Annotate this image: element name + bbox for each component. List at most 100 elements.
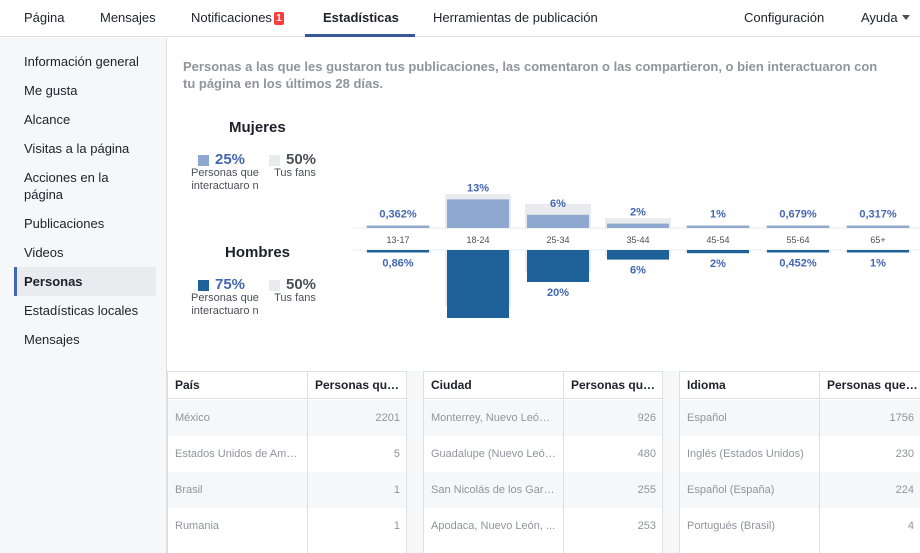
women-engaged-pct: 25% [215,151,246,168]
tab-notificaciones[interactable]: Notificaciones 1 [191,0,284,37]
table-row: Guadalupe (Nuevo León... 480 [424,436,662,472]
column-divider [563,544,564,553]
table-cell-value: 1 [307,472,400,508]
women-title: Mujeres [229,119,286,136]
tab-label: Herramientas de publicación [433,10,598,25]
tick-label: 13-17 [386,235,409,245]
table-cell-value: 1 [307,508,400,544]
city-table-header: Ciudad Personas que i... [424,372,662,399]
data-label-women: 0,362% [379,209,417,221]
bar-men [687,250,749,254]
city-table: Ciudad Personas que i... Monterrey, Nuevo … [423,371,663,553]
men-engaged-swatch [198,280,209,291]
tick-label: 55-64 [786,235,809,245]
tab-label: Ayuda [861,10,898,25]
column-header[interactable]: Personas que i... [307,372,404,399]
bar-women [847,225,909,228]
data-label-women: 1% [710,209,726,221]
table-cell-label: Monterrey, Nuevo León, ... [431,412,556,424]
column-divider [819,544,820,553]
bar-women [767,225,829,228]
bar-men [447,250,509,318]
tick-label: 35-44 [626,235,649,245]
ayuda-dropdown[interactable]: Ayuda [861,0,910,37]
table-row: Apodaca, Nuevo León, ... 253 [424,508,662,544]
tab-label: Página [24,10,65,25]
data-label-women: 6% [550,198,566,210]
men-fans-label: Tus fans [274,292,316,304]
bar-men [847,250,909,253]
table-cell-label: Apodaca, Nuevo León, ... [431,520,556,532]
data-label-women: 13% [467,182,489,194]
women-fans-pct: 50% [286,151,317,168]
tab-mensajes[interactable]: Mensajes [100,0,156,37]
table-row: Monterrey, Nuevo León, ... 926 [424,400,662,436]
table-cell-value: 224 [819,472,914,508]
sidebar-item-acciones-pagina[interactable]: Acciones en la página [24,170,109,202]
column-header[interactable]: Personas que i... [819,372,918,399]
table-cell-value: 5 [307,436,400,472]
bar-men [367,250,429,253]
sidebar-item-estadisticas-locales[interactable]: Estadísticas locales [24,303,139,318]
data-label-women: 2% [630,207,646,219]
tab-herramientas-publicacion[interactable]: Herramientas de publicación [433,0,598,37]
table-cell-label: San Nicolás de los Garz... [431,484,556,496]
table-cell-value: 926 [563,400,656,436]
main-content: Personas a las que les gustaron tus publ… [166,38,920,553]
country-table: País Personas que i... México 2201 Estados U… [167,371,407,553]
age-band [353,228,920,250]
sidebar-item-personas[interactable]: Personas [14,267,156,296]
data-label-men: 20% [547,287,569,299]
data-label-men: 0,452% [779,258,817,270]
age-gender-chart: 13-170,362%0,86%18-2413%45%25-346%20%35-… [353,182,920,318]
column-header[interactable]: Ciudad [431,378,472,392]
table-row: San Nicolás de los Garz... 255 [424,472,662,508]
sidebar-item-me-gusta[interactable]: Me gusta [24,83,78,98]
table-cell-label: Guadalupe (Nuevo León... [431,448,556,460]
tab-estadisticas[interactable]: Estadísticas [323,0,399,37]
tick-label: 65+ [870,235,885,245]
configuracion-link[interactable]: Configuración [744,0,824,37]
data-label-men: 0,86% [382,258,413,270]
sidebar-item-mensajes[interactable]: Mensajes [24,332,80,347]
tick-label: 25-34 [546,235,569,245]
column-divider [307,544,308,553]
column-header[interactable]: Idioma [687,378,726,392]
table-row: México 2201 [168,400,406,436]
table-row: Brasil 1 [168,472,406,508]
language-table-header: Idioma Personas que i... [680,372,920,399]
bar-women [607,223,669,228]
sidebar-item-visitas-pagina[interactable]: Visitas a la página [24,141,130,156]
data-label-men: 1% [870,258,886,270]
data-label-women: 0,679% [779,209,817,221]
tab-label: Estadísticas [323,10,399,25]
tab-label: Notificaciones [191,10,272,25]
women-engaged-swatch [198,155,209,166]
table-cell-value: 1756 [819,400,914,436]
sidebar-item-publicaciones[interactable]: Publicaciones [24,216,105,231]
sidebar-item-videos[interactable]: Videos [24,245,64,260]
table-cell-label: Inglés (Estados Unidos) [687,448,804,460]
data-label-women: 0,317% [859,209,897,221]
sidebar-item-informacion-general[interactable]: Información general [24,54,139,69]
table-row: Estados Unidos de Amér... 5 [168,436,406,472]
tick-label: 18-24 [466,235,489,245]
tab-pagina[interactable]: Página [24,0,64,37]
notification-badge: 1 [273,12,284,25]
table-cell-label: Español [687,412,727,424]
bar-women [527,214,589,228]
fans-bar-women [605,218,671,228]
bar-women [447,199,509,228]
data-label-men: 2% [710,258,726,270]
table-cell-value: 2201 [307,400,400,436]
column-header[interactable]: Personas que i... [563,372,660,399]
sidebar-item-alcance[interactable]: Alcance [24,112,71,127]
tables-area: País Personas que i... México 2201 Estados U… [167,371,920,553]
bar-women [367,225,429,228]
column-header[interactable]: País [175,378,200,392]
table-row: Portugués (Brasil) 4 [680,508,920,544]
women-fans-swatch [269,155,280,166]
top-navigation: Página Mensajes Notificaciones 1 Estadíst… [0,0,920,37]
bar-men [527,250,589,282]
table-row: Español 1756 [680,400,920,436]
